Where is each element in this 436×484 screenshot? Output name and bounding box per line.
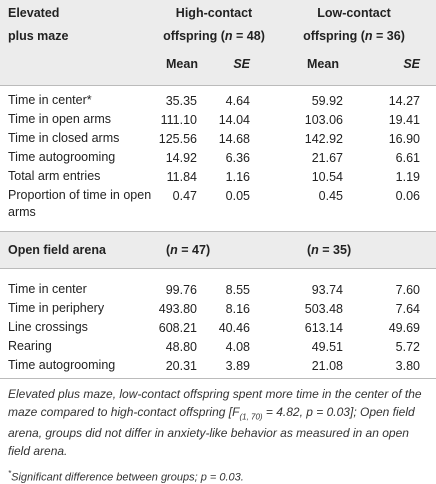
- section-count: (n = 35): [307, 241, 351, 259]
- cell-value: 7.64: [395, 302, 420, 316]
- cell-value: 48.80: [165, 340, 197, 354]
- header-band: [0, 0, 436, 85]
- row-label: Total arm entries: [8, 169, 101, 183]
- section-band: [0, 232, 436, 268]
- text: n: [224, 29, 233, 43]
- cell-value: 40.46: [218, 321, 250, 335]
- row-label: Time in center*: [8, 93, 92, 107]
- cell-value: 1.16: [225, 170, 250, 184]
- text: (: [307, 243, 312, 257]
- cell-value: 16.90: [388, 132, 420, 146]
- cell-value: 503.48: [304, 302, 343, 316]
- row-label: Time in periphery: [8, 301, 105, 315]
- text: n: [311, 243, 319, 257]
- text: = 48): [232, 29, 265, 43]
- rule: [0, 268, 436, 269]
- table-note: Elevated plus maze, low-contact offsprin…: [8, 386, 426, 460]
- text: Significant difference between groups;: [11, 471, 201, 484]
- cell-value: 14.92: [165, 151, 197, 165]
- row-label: Time autogrooming: [8, 358, 116, 372]
- text: = 4.82, p = 0.03]; Open field arena, gro…: [8, 404, 415, 458]
- row-label: Rearing: [8, 339, 52, 353]
- row-label: Time in open arms: [8, 112, 112, 126]
- cell-value: 14.04: [218, 113, 250, 127]
- cell-value: 103.06: [304, 113, 343, 127]
- row-label: Proportion of time in open arms: [8, 188, 152, 219]
- cell-value: 93.74: [311, 283, 343, 297]
- section-title: Open field arena: [8, 243, 106, 257]
- section-count: (n = 47): [166, 241, 210, 259]
- cell-value: 608.21: [158, 321, 197, 335]
- cell-value: 4.64: [225, 94, 250, 108]
- cell-value: 21.08: [311, 359, 343, 373]
- cell-value: 125.56: [158, 132, 197, 146]
- group-header: Low-contact: [317, 6, 391, 20]
- cell-value: 8.16: [225, 302, 250, 316]
- text: (1, 70): [239, 411, 263, 421]
- text: n: [364, 29, 373, 43]
- group-header: offspring (n = 36): [303, 27, 405, 45]
- cell-value: 3.89: [225, 359, 250, 373]
- text: = 35): [318, 243, 352, 257]
- cell-value: 99.76: [165, 283, 197, 297]
- cell-value: 6.61: [395, 151, 420, 165]
- text: (: [166, 243, 171, 257]
- text: Elevated plus maze, low-contact offsprin…: [8, 387, 422, 419]
- cell-value: 7.60: [395, 283, 420, 297]
- column-header: SE: [233, 57, 250, 71]
- text: offspring (: [303, 29, 365, 43]
- text: p: [200, 471, 207, 484]
- cell-value: 5.72: [395, 340, 420, 354]
- cell-value: 8.55: [225, 283, 250, 297]
- text: offspring (: [163, 29, 225, 43]
- header-title: plus maze: [8, 29, 69, 43]
- cell-value: 4.08: [225, 340, 250, 354]
- cell-value: 0.06: [395, 189, 420, 203]
- cell-value: 21.67: [311, 151, 343, 165]
- cell-value: 613.14: [304, 321, 343, 335]
- rule: [0, 231, 436, 232]
- rule: [0, 85, 436, 86]
- group-header: offspring (n = 48): [163, 27, 265, 45]
- cell-value: 3.80: [395, 359, 420, 373]
- row-label: Time autogrooming: [8, 150, 116, 164]
- row-label: Time in center: [8, 282, 87, 296]
- cell-value: 49.69: [388, 321, 420, 335]
- text: = 47): [177, 243, 211, 257]
- text: = 0.03.: [206, 471, 244, 484]
- cell-value: 6.36: [225, 151, 250, 165]
- rule: [0, 378, 436, 379]
- cell-value: 0.47: [172, 189, 197, 203]
- text: *: [8, 469, 12, 478]
- text: n: [170, 243, 178, 257]
- row-label: Line crossings: [8, 320, 88, 334]
- group-header: High-contact: [175, 6, 253, 20]
- cell-value: 0.05: [225, 189, 250, 203]
- text: = 36): [372, 29, 405, 43]
- cell-value: 111.10: [160, 113, 197, 127]
- cell-value: 11.84: [166, 170, 197, 184]
- cell-value: 142.92: [304, 132, 343, 146]
- cell-value: 35.35: [165, 94, 197, 108]
- cell-value: 20.31: [165, 359, 197, 373]
- cell-value: 14.68: [218, 132, 250, 146]
- cell-value: 59.92: [311, 94, 343, 108]
- footnote: *Significant difference between groups; …: [8, 465, 244, 484]
- cell-value: 10.54: [311, 170, 343, 184]
- cell-value: 49.51: [311, 340, 343, 354]
- row-label: Time in closed arms: [8, 131, 120, 145]
- header-title: Elevated: [8, 6, 60, 20]
- column-header: Mean: [166, 57, 198, 71]
- column-header: Mean: [307, 57, 339, 71]
- cell-value: 14.27: [388, 94, 420, 108]
- cell-value: 1.19: [395, 170, 420, 184]
- cell-value: 19.41: [388, 113, 420, 127]
- column-header: SE: [403, 57, 420, 71]
- cell-value: 493.80: [158, 302, 197, 316]
- cell-value: 0.45: [318, 189, 343, 203]
